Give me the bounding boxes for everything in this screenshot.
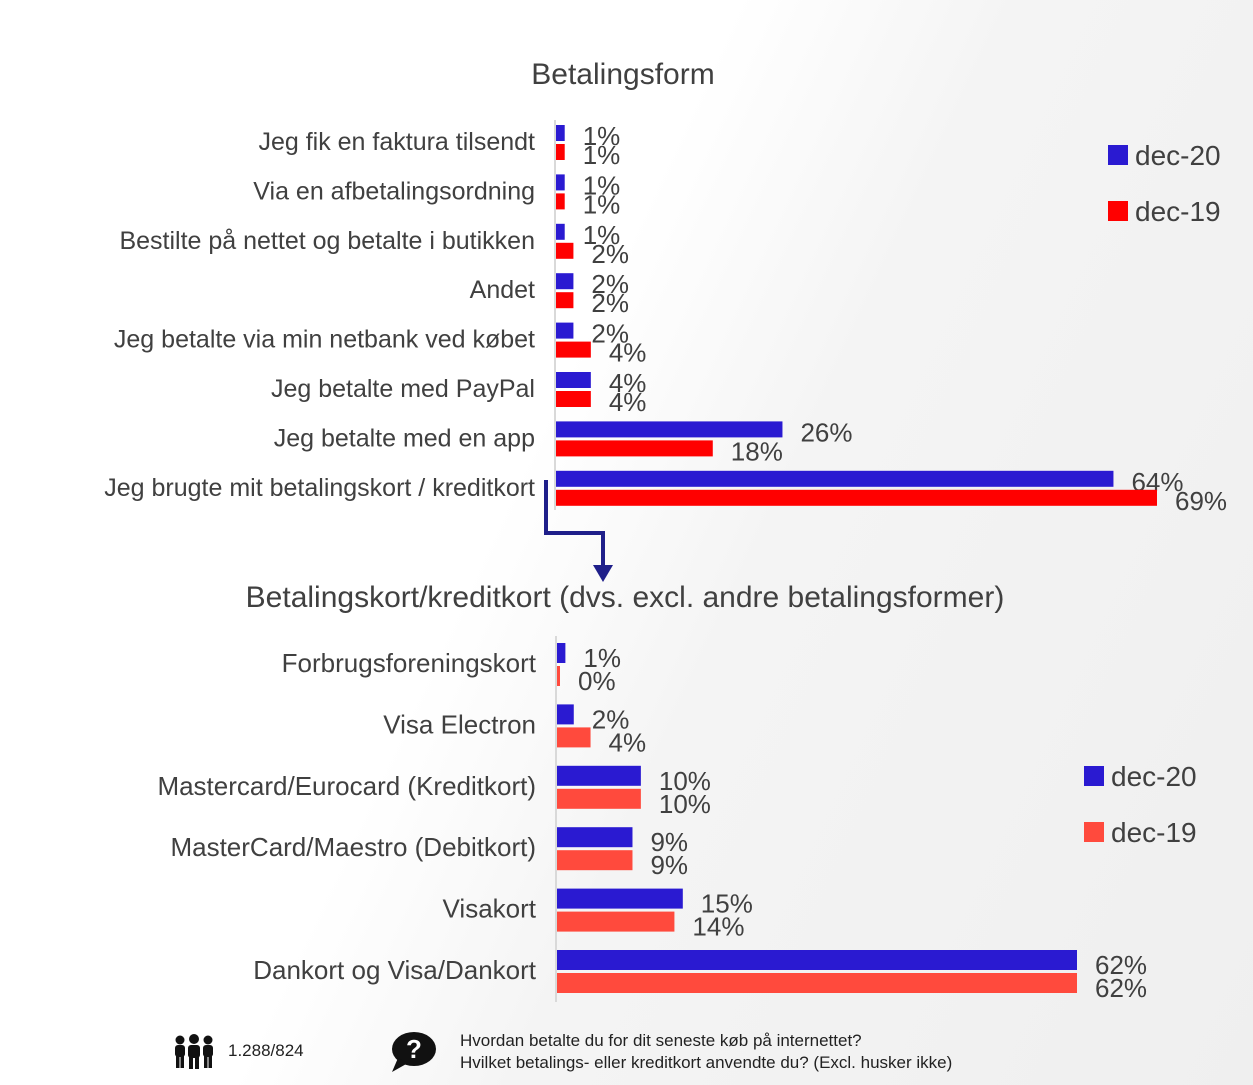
chart-title: Betalingskort/kreditkort (dvs. excl. and… <box>246 581 1005 614</box>
legend-swatch <box>1084 822 1104 842</box>
bar-dec-20 <box>556 273 574 290</box>
bar-dec-20 <box>557 888 683 909</box>
category-label: Bestilte på nettet og betalte i butikken <box>119 227 535 255</box>
category-label: Jeg fik en faktura tilsendt <box>258 128 535 156</box>
category-label: MasterCard/Maestro (Debitkort) <box>170 832 536 862</box>
data-label: 62% <box>1095 950 1147 980</box>
data-label: 9% <box>650 827 688 857</box>
category-label: Visa Electron <box>383 709 536 739</box>
bar-dec-19 <box>557 911 675 932</box>
connector-arrow-head <box>593 565 613 582</box>
bar-dec-19 <box>557 973 1077 993</box>
bar-dec-20 <box>557 827 633 848</box>
svg-text:?: ? <box>406 1034 422 1064</box>
bar-dec-19 <box>557 727 591 748</box>
category-label: Visakort <box>443 894 537 924</box>
data-label: 1% <box>583 170 621 200</box>
question-line-2: Hvilket betalings- eller kreditkort anve… <box>460 1053 953 1072</box>
data-label: 15% <box>701 889 753 919</box>
legend-label: dec-20 <box>1111 761 1197 792</box>
bar-dec-20 <box>557 643 566 663</box>
bar-dec-20 <box>556 223 565 240</box>
bar-dec-19 <box>557 666 560 686</box>
data-label: 1% <box>583 121 621 151</box>
bar-dec-20 <box>557 765 641 786</box>
category-label: Via en afbetalingsordning <box>253 177 535 205</box>
category-label: Jeg betalte via min netbank ved købet <box>114 326 535 354</box>
category-label: Jeg betalte med en app <box>274 424 535 452</box>
bar-dec-19 <box>556 242 574 259</box>
legend-swatch <box>1084 766 1104 786</box>
data-label: 2% <box>591 319 629 349</box>
data-label: 1% <box>583 140 621 170</box>
bar-dec-20 <box>556 322 574 339</box>
data-label: 10% <box>659 789 711 819</box>
data-label: 9% <box>650 850 688 880</box>
bar-dec-20 <box>557 950 1077 970</box>
category-label: Andet <box>470 276 535 304</box>
data-label: 14% <box>692 912 744 942</box>
bar-dec-19 <box>557 850 633 871</box>
legend-swatch <box>1108 201 1128 221</box>
data-label: 4% <box>609 368 647 398</box>
bar-dec-20 <box>556 421 783 438</box>
question-bubble-icon: ? <box>392 1032 436 1072</box>
bar-dec-19 <box>556 193 565 210</box>
data-label: 1% <box>583 189 621 219</box>
bar-dec-19 <box>556 440 713 457</box>
data-label: 10% <box>659 766 711 796</box>
category-label: Mastercard/Eurocard (Kreditkort) <box>157 771 536 801</box>
payment-charts: Betalingsform Jeg fik en faktura tilsendt… <box>104 58 1227 1003</box>
bar-dec-19 <box>556 292 574 309</box>
data-label: 69% <box>1175 486 1227 516</box>
data-label: 1% <box>583 220 621 250</box>
data-label: 0% <box>578 666 616 696</box>
bar-dec-19 <box>556 341 591 358</box>
data-label: 62% <box>1095 973 1147 1003</box>
category-label: Dankort og Visa/Dankort <box>253 955 537 985</box>
bar-dec-19 <box>556 489 1157 506</box>
data-label: 2% <box>591 269 629 299</box>
data-label: 4% <box>609 338 647 368</box>
bar-dec-20 <box>556 174 565 191</box>
category-label: Jeg betalte med PayPal <box>271 375 535 403</box>
question-line-1: Hvordan betalte du for dit seneste køb p… <box>460 1031 862 1050</box>
bar-dec-19 <box>557 788 641 809</box>
data-label: 4% <box>609 387 647 417</box>
question-block: ? Hvordan betalte du for dit seneste køb… <box>388 1030 952 1074</box>
data-label: 18% <box>731 436 783 466</box>
legend-label: dec-19 <box>1135 196 1221 227</box>
bar-dec-20 <box>556 125 565 141</box>
bar-dec-20 <box>557 704 574 725</box>
bar-dec-19 <box>556 144 565 160</box>
data-label: 2% <box>591 288 629 318</box>
bar-dec-19 <box>556 391 591 407</box>
data-label: 2% <box>592 704 630 734</box>
people-icon <box>175 1034 213 1069</box>
sample-size-text: 1.288/824 <box>228 1041 304 1060</box>
connector-arrow-line <box>544 480 605 568</box>
category-label: Forbrugsforeningskort <box>282 648 537 678</box>
chart-title: Betalingsform <box>531 58 714 91</box>
data-label: 4% <box>609 727 647 757</box>
bar-dec-20 <box>556 470 1114 487</box>
category-label: Jeg brugte mit betalingskort / kreditkor… <box>104 474 535 502</box>
data-label: 26% <box>800 417 852 447</box>
legend-label: dec-19 <box>1111 817 1197 848</box>
legend-swatch <box>1108 145 1128 165</box>
data-label: 1% <box>583 643 621 673</box>
bar-dec-20 <box>556 372 591 388</box>
sample-size-block: 1.288/824 <box>172 1032 304 1070</box>
data-label: 2% <box>591 239 629 269</box>
legend-label: dec-20 <box>1135 140 1221 171</box>
